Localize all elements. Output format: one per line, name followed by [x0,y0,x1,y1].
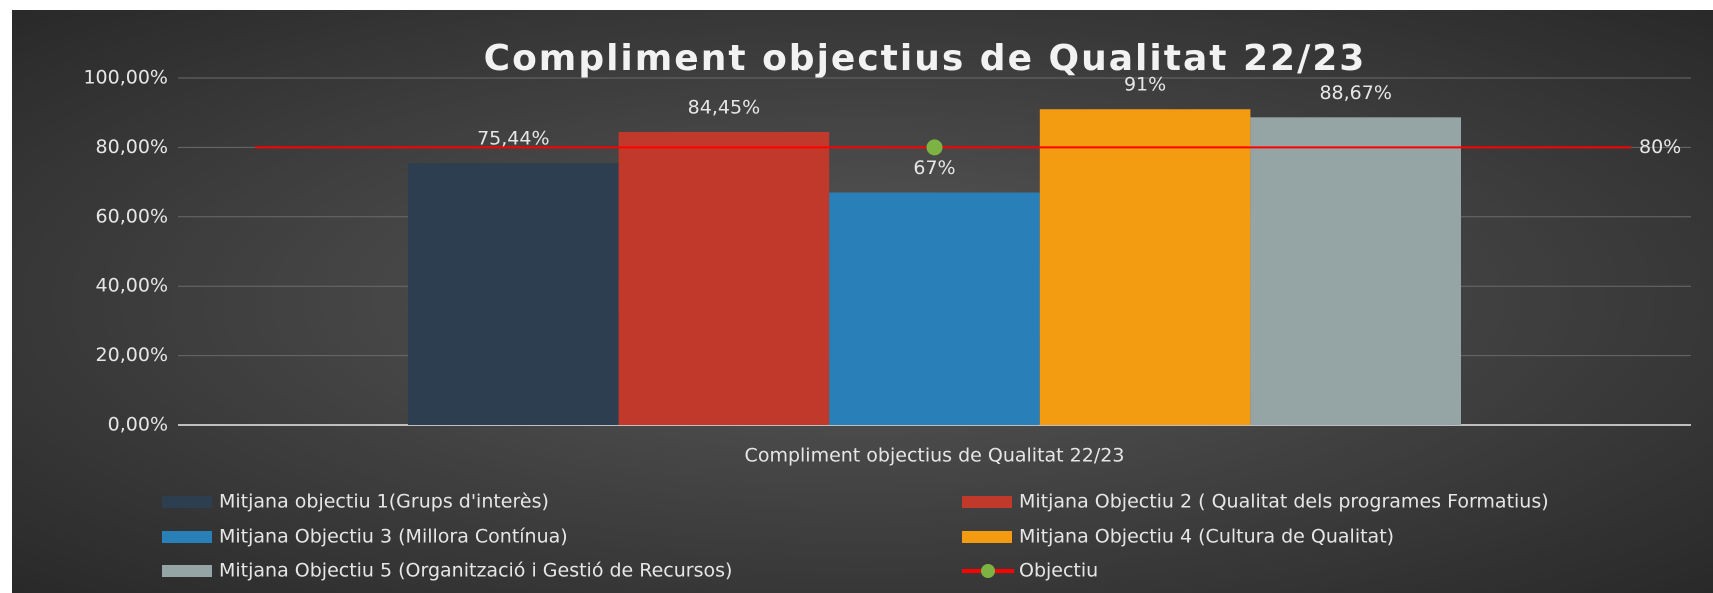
x-tick-label: Compliment objectius de Qualitat 22/23 [745,445,1125,467]
y-tick-label: 40,00% [96,275,168,297]
y-tick-label: 80,00% [96,136,168,158]
legend-label: Mitjana Objectiu 5 (Organització i Gesti… [219,560,732,582]
y-tick-label: 20,00% [96,344,168,366]
legend-swatch [981,564,995,578]
data-label: 84,45% [688,96,760,118]
bar [1250,117,1461,426]
data-label: 91% [1124,74,1166,96]
data-label: 88,67% [1319,82,1391,104]
legend-label: Mitjana Objectiu 4 (Cultura de Qualitat) [1019,526,1394,548]
data-label: 75,44% [477,128,549,150]
data-label: 80% [1639,136,1681,158]
data-label: 67% [913,157,955,179]
legend-swatch [162,565,212,577]
legend-swatch [162,496,212,508]
bar [618,131,830,425]
legend-swatch [162,531,212,543]
y-tick-label: 60,00% [96,205,168,227]
bar [408,163,619,425]
y-tick-label: 100,00% [83,67,168,89]
legend-label: Mitjana Objectiu 2 ( Qualitat dels progr… [1019,491,1549,513]
legend-swatch [962,531,1012,543]
chart-title: Compliment objectius de Qualitat 22/23 [484,38,1367,79]
legend-swatch [962,496,1012,508]
legend-label: Mitjana objectiu 1(Grups d'interès) [219,491,549,513]
legend-label: Objectiu [1019,560,1098,582]
bar [829,192,1040,425]
bar [1039,109,1251,425]
objective-marker [926,139,943,156]
y-tick-label: 0,00% [108,414,168,436]
legend-label: Mitjana Objectiu 3 (Millora Contínua) [219,526,568,548]
